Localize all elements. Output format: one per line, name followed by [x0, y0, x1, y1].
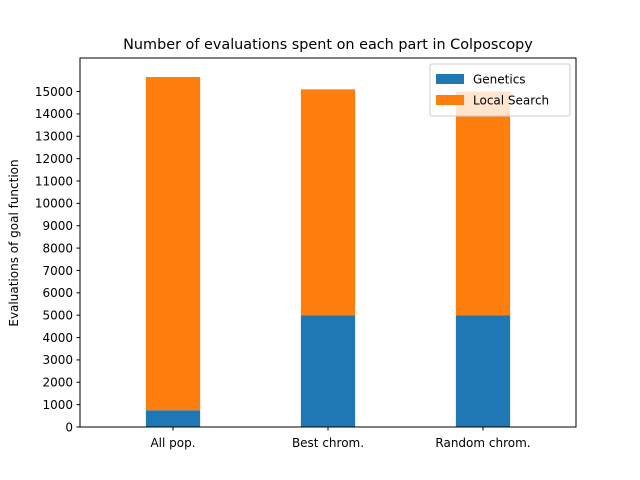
x-tick-label: All pop. [150, 436, 195, 450]
legend: Genetics Local Search [429, 63, 571, 117]
y-tick-label: 8000 [42, 241, 73, 255]
y-tick-label: 14000 [35, 107, 73, 121]
legend-swatch [436, 74, 464, 84]
y-tick-label: 10000 [35, 197, 73, 211]
legend-label: Genetics [473, 73, 526, 87]
legend-swatch [436, 95, 464, 105]
bar-genetics-2 [300, 315, 356, 427]
y-tick-label: 7000 [42, 264, 73, 278]
y-tick-label: 11000 [35, 174, 73, 188]
x-tick-label: Random chrom. [435, 436, 530, 450]
y-axis-label: Evaluations of goal function [7, 159, 21, 326]
y-tick-label: 2000 [42, 376, 73, 390]
y-axis-ticks: 0 1000 2000 3000 4000 5000 6000 7000 8000 9000 100… [35, 85, 80, 434]
y-tick-label: 4000 [42, 331, 73, 345]
chart-title: Number of evaluations spent on each part… [123, 37, 533, 53]
bar-genetics-3 [455, 315, 511, 427]
y-tick-label: 6000 [42, 286, 73, 300]
y-tick-label: 1000 [42, 398, 73, 412]
bars-group [145, 77, 511, 427]
x-tick-label: Best chrom. [292, 436, 364, 450]
y-tick-label: 13000 [35, 130, 73, 144]
y-tick-label: 15000 [35, 85, 73, 99]
bar-local-search-3 [455, 91, 511, 316]
bar-genetics-1 [145, 410, 201, 427]
x-axis-ticks: All pop. Best chrom. Random chrom. [150, 427, 531, 450]
y-tick-label: 12000 [35, 152, 73, 166]
legend-label: Local Search [473, 94, 549, 108]
legend-frame [429, 63, 571, 117]
y-tick-label: 3000 [42, 353, 73, 367]
bar-local-search-1 [145, 77, 201, 411]
y-tick-label: 5000 [42, 308, 73, 322]
axes-frame [79, 57, 577, 428]
y-tick-label: 9000 [42, 219, 73, 233]
bar-local-search-2 [300, 89, 356, 316]
y-tick-label: 0 [65, 420, 73, 434]
